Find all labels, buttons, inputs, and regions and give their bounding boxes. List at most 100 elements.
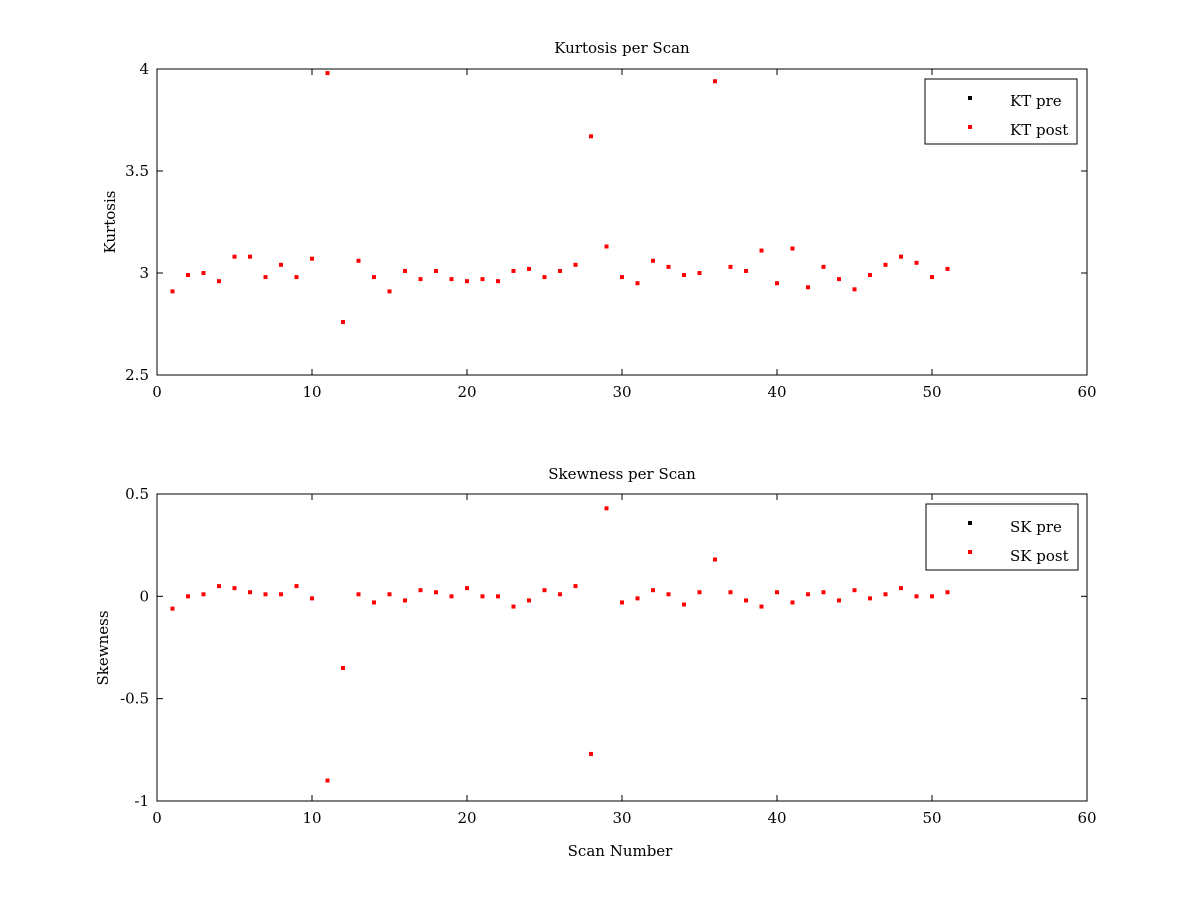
kurtosis-point <box>248 254 252 259</box>
kurtosis-point <box>372 275 376 280</box>
skewness-point <box>759 604 764 609</box>
legend-marker-kt-post <box>968 125 972 129</box>
kurtosis-xtick-label: 20 <box>457 383 476 401</box>
kurtosis-xtick-label: 60 <box>1077 383 1096 401</box>
kurtosis-point <box>945 266 950 271</box>
kurtosis-xtick-label: 30 <box>612 383 631 401</box>
kurtosis-point <box>775 281 779 286</box>
skewness-subplot: Skewness per Scan Skewness Scan Number 0… <box>94 465 1097 860</box>
kurtosis-point <box>837 277 841 282</box>
skewness-point <box>930 594 934 599</box>
kurtosis-point <box>186 273 190 278</box>
skewness-point <box>232 586 237 591</box>
skewness-point <box>449 594 454 599</box>
skewness-point <box>697 590 702 595</box>
kurtosis-xtick-label: 40 <box>767 383 786 401</box>
kurtosis-point <box>356 258 361 263</box>
legend-marker-sk-post <box>968 550 972 554</box>
skewness-point <box>527 598 531 603</box>
skewness-ytick-label: 0 <box>139 587 149 605</box>
skewness-point <box>558 592 562 597</box>
kurtosis-point <box>294 275 299 280</box>
kurtosis-ylabel: Kurtosis <box>101 191 119 254</box>
kurtosis-point <box>790 246 795 251</box>
kurtosis-point <box>558 268 562 273</box>
skewness-point <box>744 598 748 603</box>
skewness-point <box>418 588 423 593</box>
skewness-point <box>728 590 733 595</box>
kurtosis-point <box>666 264 671 269</box>
skewness-point <box>372 600 376 605</box>
skewness-legend: SK pre SK post <box>925 503 1079 571</box>
skewness-yticks: -1 -0.5 0 0.5 <box>120 485 1087 810</box>
kurtosis-point <box>682 273 686 278</box>
legend-label-sk-post: SK post <box>1010 547 1069 565</box>
skewness-point <box>852 588 857 593</box>
kurtosis-point <box>387 289 392 294</box>
kurtosis-yticks: 2.5 3 3.5 4 <box>125 60 1087 384</box>
kurtosis-point <box>170 289 175 294</box>
kurtosis-point <box>480 277 485 282</box>
skewness-legend-box <box>925 503 1079 571</box>
skewness-point <box>201 592 206 597</box>
skewness-point <box>480 594 485 599</box>
skewness-point <box>868 596 872 601</box>
skewness-point <box>775 590 779 595</box>
skewness-ytick-label: -1 <box>134 792 149 810</box>
skewness-xtick-label: 30 <box>612 809 631 827</box>
skewness-point <box>682 602 686 607</box>
skewness-point <box>403 598 407 603</box>
kurtosis-point <box>434 268 438 273</box>
kurtosis-xtick-label: 50 <box>922 383 941 401</box>
skewness-point <box>356 592 361 597</box>
skewness-xticks: 0 10 20 30 40 50 60 <box>152 494 1097 827</box>
kurtosis-point <box>852 287 857 292</box>
kurtosis-point <box>759 248 764 253</box>
legend-marker-kt-pre <box>968 96 972 100</box>
kurtosis-point <box>496 279 500 284</box>
skewness-point <box>945 590 950 595</box>
kurtosis-point <box>868 273 872 278</box>
skewness-points <box>170 506 950 783</box>
skewness-point <box>837 598 841 603</box>
skewness-ytick-label: 0.5 <box>125 485 149 503</box>
skewness-point <box>341 665 345 670</box>
skewness-point <box>790 600 795 605</box>
skewness-xtick-label: 20 <box>457 809 476 827</box>
skewness-point <box>542 588 547 593</box>
kurtosis-ytick-label: 3.5 <box>125 162 149 180</box>
kurtosis-point <box>403 268 407 273</box>
kurtosis-point <box>201 271 206 275</box>
kurtosis-point <box>930 275 934 280</box>
skewness-point <box>821 590 826 595</box>
skewness-point <box>573 584 578 589</box>
legend-marker-sk-pre <box>968 521 972 525</box>
kurtosis-ytick-label: 3 <box>139 264 149 282</box>
kurtosis-legend-box <box>924 78 1078 145</box>
skewness-point <box>387 592 392 597</box>
skewness-point <box>511 604 516 609</box>
skewness-point <box>263 592 268 597</box>
kurtosis-point <box>263 275 268 280</box>
kurtosis-point <box>279 262 283 267</box>
legend-label-sk-pre: SK pre <box>1010 518 1062 536</box>
kurtosis-xtick-label: 0 <box>152 383 162 401</box>
skewness-point <box>604 506 609 511</box>
kurtosis-title: Kurtosis per Scan <box>554 39 690 57</box>
kurtosis-point <box>635 281 640 286</box>
kurtosis-point <box>418 277 423 282</box>
kurtosis-point <box>589 134 593 139</box>
kurtosis-xtick-label: 10 <box>302 383 321 401</box>
skewness-point <box>217 584 221 589</box>
kurtosis-legend: KT pre KT post <box>924 78 1078 145</box>
kurtosis-point <box>821 264 826 269</box>
kurtosis-point <box>232 254 237 259</box>
kurtosis-ytick-label: 2.5 <box>125 366 149 384</box>
skewness-point <box>170 606 175 611</box>
skewness-point <box>651 588 655 593</box>
skewness-point <box>496 594 500 599</box>
skewness-xtick-label: 60 <box>1077 809 1096 827</box>
skewness-point <box>589 751 593 756</box>
skewness-point <box>713 557 717 562</box>
